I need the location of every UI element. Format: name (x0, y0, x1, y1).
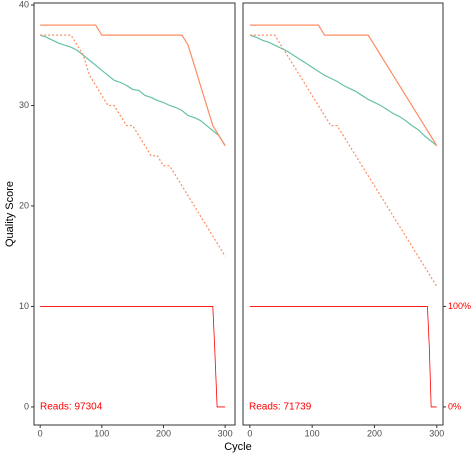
reads-label: Reads: 97304 (40, 402, 103, 413)
x-tick-label: 300 (429, 428, 444, 438)
x-tick-label: 200 (367, 428, 382, 438)
series-line (40, 24, 226, 146)
series-line (249, 34, 438, 147)
y-tick-label: 30 (19, 100, 29, 110)
series-line (40, 34, 226, 257)
x-tick-label: 100 (94, 428, 109, 438)
series-line (39, 34, 226, 146)
y-axis-title: Quality Score (4, 181, 16, 247)
panel-border (33, 2, 236, 426)
y-tick-label: 40 (19, 0, 29, 9)
series-line (249, 34, 438, 287)
x-tick-label: 300 (218, 428, 233, 438)
x-tick-label: 100 (305, 428, 320, 438)
series-line (40, 306, 226, 408)
y-tick-label: 0 (24, 401, 29, 411)
y-tick-label: 20 (19, 200, 29, 210)
panel-border (242, 2, 444, 426)
y2-tick-label: 100% (448, 301, 471, 311)
x-axis-title: Cycle (224, 441, 252, 453)
series-line (249, 24, 438, 146)
x-tick-label: 0 (38, 428, 43, 438)
x-tick-label: 0 (247, 428, 252, 438)
series-line (249, 306, 437, 408)
reads-label: Reads: 71739 (249, 402, 312, 413)
y-tick-label: 10 (19, 301, 29, 311)
y2-tick-label: 0% (448, 401, 461, 411)
x-tick-label: 200 (156, 428, 171, 438)
